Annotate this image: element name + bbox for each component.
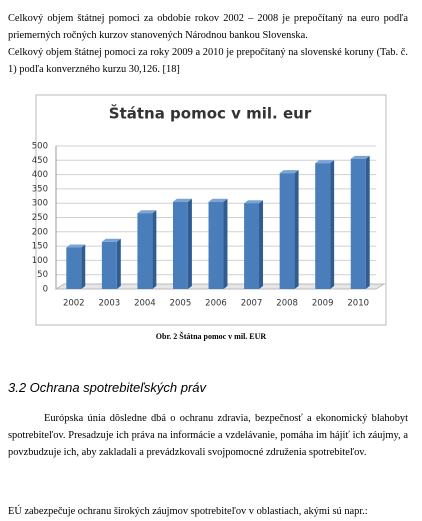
bar-side (187, 198, 192, 289)
chart-title: Štátna pomoc v mil. eur (109, 104, 312, 123)
x-tick-label: 2003 (99, 299, 121, 309)
x-tick-label: 2006 (205, 299, 227, 309)
x-tick-label: 2002 (63, 299, 85, 309)
bar-top (208, 198, 228, 202)
bar-side (81, 244, 86, 289)
bar (350, 158, 366, 289)
caption: Obr. 2 Štátna pomoc v mil. EUR (155, 332, 267, 341)
bar-side (365, 155, 370, 289)
bar (172, 201, 188, 289)
chart: Štátna pomoc v mil. eur 0 50 100 150 200 250 3… (32, 94, 387, 326)
bar (315, 163, 331, 289)
y-tick-label: 450 (32, 156, 48, 166)
y-tick-label: 400 (32, 170, 48, 180)
bar-top (279, 170, 299, 174)
bar-side (152, 210, 157, 289)
x-tick-label: 2009 (312, 299, 334, 309)
bar (137, 213, 153, 289)
bar-top (244, 200, 264, 204)
bar (208, 201, 224, 289)
paragraph: Celkový objem štátnej pomoci za roky 200… (8, 47, 408, 75)
x-tick-label: 2005 (170, 299, 192, 309)
bar-top (137, 210, 157, 214)
x-tick-label: 2008 (276, 299, 298, 309)
bar-top (315, 160, 335, 164)
bar (279, 173, 295, 289)
x-tick-label: 2010 (347, 299, 369, 309)
bar-top (101, 238, 121, 242)
bar-side (116, 238, 121, 289)
y-tick-label: 500 (32, 142, 48, 152)
bar (66, 247, 82, 289)
bar-top (172, 198, 192, 202)
bar-side (294, 170, 299, 289)
bar-side (330, 160, 335, 289)
bar-top (66, 244, 86, 248)
paragraph: Celkový objem štátnej pomoci za obdobie … (8, 13, 408, 41)
bar-top (350, 155, 370, 159)
y-tick-label: 50 (37, 270, 48, 280)
paragraph: EÚ zabezpečuje ochranu širokých záujmov … (8, 506, 368, 517)
y-tick-label: 300 (32, 199, 48, 209)
x-tick-label: 2004 (134, 299, 156, 309)
x-tick-label: 2007 (241, 299, 263, 309)
y-tick-label: 150 (32, 242, 48, 252)
bar-side (223, 198, 228, 289)
y-tick-label: 100 (32, 256, 48, 266)
bar (101, 241, 117, 289)
bar (244, 203, 260, 289)
section-heading: 3.2 Ochrana spotrebiteľských práv (8, 380, 207, 395)
y-tick-label: 250 (32, 213, 48, 223)
bar-side (259, 200, 264, 289)
paragraph: Európska únia dôsledne dbá o ochranu zdr… (8, 413, 408, 458)
y-tick-label: 350 (32, 184, 48, 194)
y-tick-label: 0 (43, 285, 48, 295)
y-tick-label: 200 (32, 227, 48, 237)
